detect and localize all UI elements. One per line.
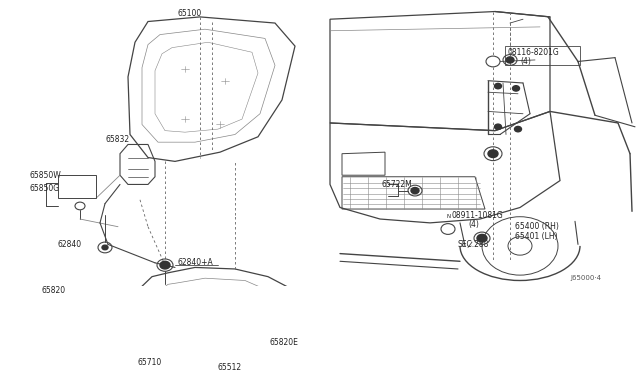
Text: (4): (4)	[468, 220, 479, 229]
Circle shape	[207, 365, 212, 369]
Text: 65850G: 65850G	[30, 184, 60, 193]
Circle shape	[495, 83, 502, 89]
Circle shape	[210, 311, 220, 319]
Text: N: N	[447, 214, 451, 219]
Text: SEC.288: SEC.288	[458, 240, 490, 249]
Text: 65400 (RH): 65400 (RH)	[515, 222, 559, 231]
Text: 65820E: 65820E	[270, 338, 299, 347]
Circle shape	[160, 261, 170, 269]
Circle shape	[258, 341, 266, 347]
Circle shape	[486, 56, 500, 67]
Bar	[505, 46, 580, 65]
Text: 65850W: 65850W	[30, 171, 61, 180]
Text: 65100: 65100	[178, 9, 202, 17]
Text: 65401 (LH): 65401 (LH)	[515, 232, 557, 241]
Text: D: D	[490, 59, 495, 64]
Text: (4): (4)	[520, 57, 531, 66]
Bar	[58, 175, 96, 198]
Text: 08116-8201G: 08116-8201G	[508, 48, 560, 57]
Text: 08911-1081G: 08911-1081G	[452, 211, 504, 220]
Circle shape	[237, 301, 243, 306]
Circle shape	[515, 126, 522, 132]
Circle shape	[183, 366, 187, 369]
Text: 65512: 65512	[218, 363, 242, 372]
Text: 65832: 65832	[105, 135, 129, 144]
Circle shape	[495, 124, 502, 129]
Text: 62840: 62840	[58, 240, 82, 249]
Text: J65000·4: J65000·4	[570, 275, 601, 281]
Circle shape	[102, 245, 108, 250]
Circle shape	[477, 234, 487, 242]
Circle shape	[441, 224, 455, 234]
Circle shape	[506, 57, 514, 63]
Text: N: N	[445, 227, 451, 231]
Text: 65722M: 65722M	[382, 180, 413, 189]
Circle shape	[513, 86, 520, 91]
Text: 65820: 65820	[42, 286, 66, 295]
Circle shape	[411, 187, 419, 194]
Circle shape	[488, 150, 498, 157]
Text: 62840+A: 62840+A	[178, 258, 214, 267]
Text: 65710: 65710	[138, 358, 163, 367]
